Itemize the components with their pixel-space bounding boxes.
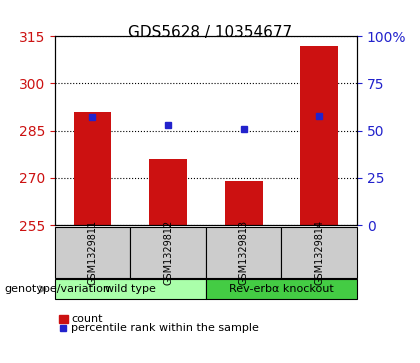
Text: genotype/variation: genotype/variation <box>4 284 110 294</box>
Text: count: count <box>71 314 103 324</box>
Text: GSM1329813: GSM1329813 <box>239 220 249 285</box>
Bar <box>74 112 111 225</box>
Bar <box>300 46 338 225</box>
Bar <box>149 159 187 225</box>
Text: GSM1329811: GSM1329811 <box>87 220 97 285</box>
Text: percentile rank within the sample: percentile rank within the sample <box>71 323 259 333</box>
Text: GSM1329812: GSM1329812 <box>163 220 173 285</box>
Bar <box>225 181 262 225</box>
Text: GDS5628 / 10354677: GDS5628 / 10354677 <box>128 25 292 40</box>
Text: Rev-erbα knockout: Rev-erbα knockout <box>229 284 334 294</box>
Text: GSM1329814: GSM1329814 <box>314 220 324 285</box>
Text: wild type: wild type <box>105 284 156 294</box>
